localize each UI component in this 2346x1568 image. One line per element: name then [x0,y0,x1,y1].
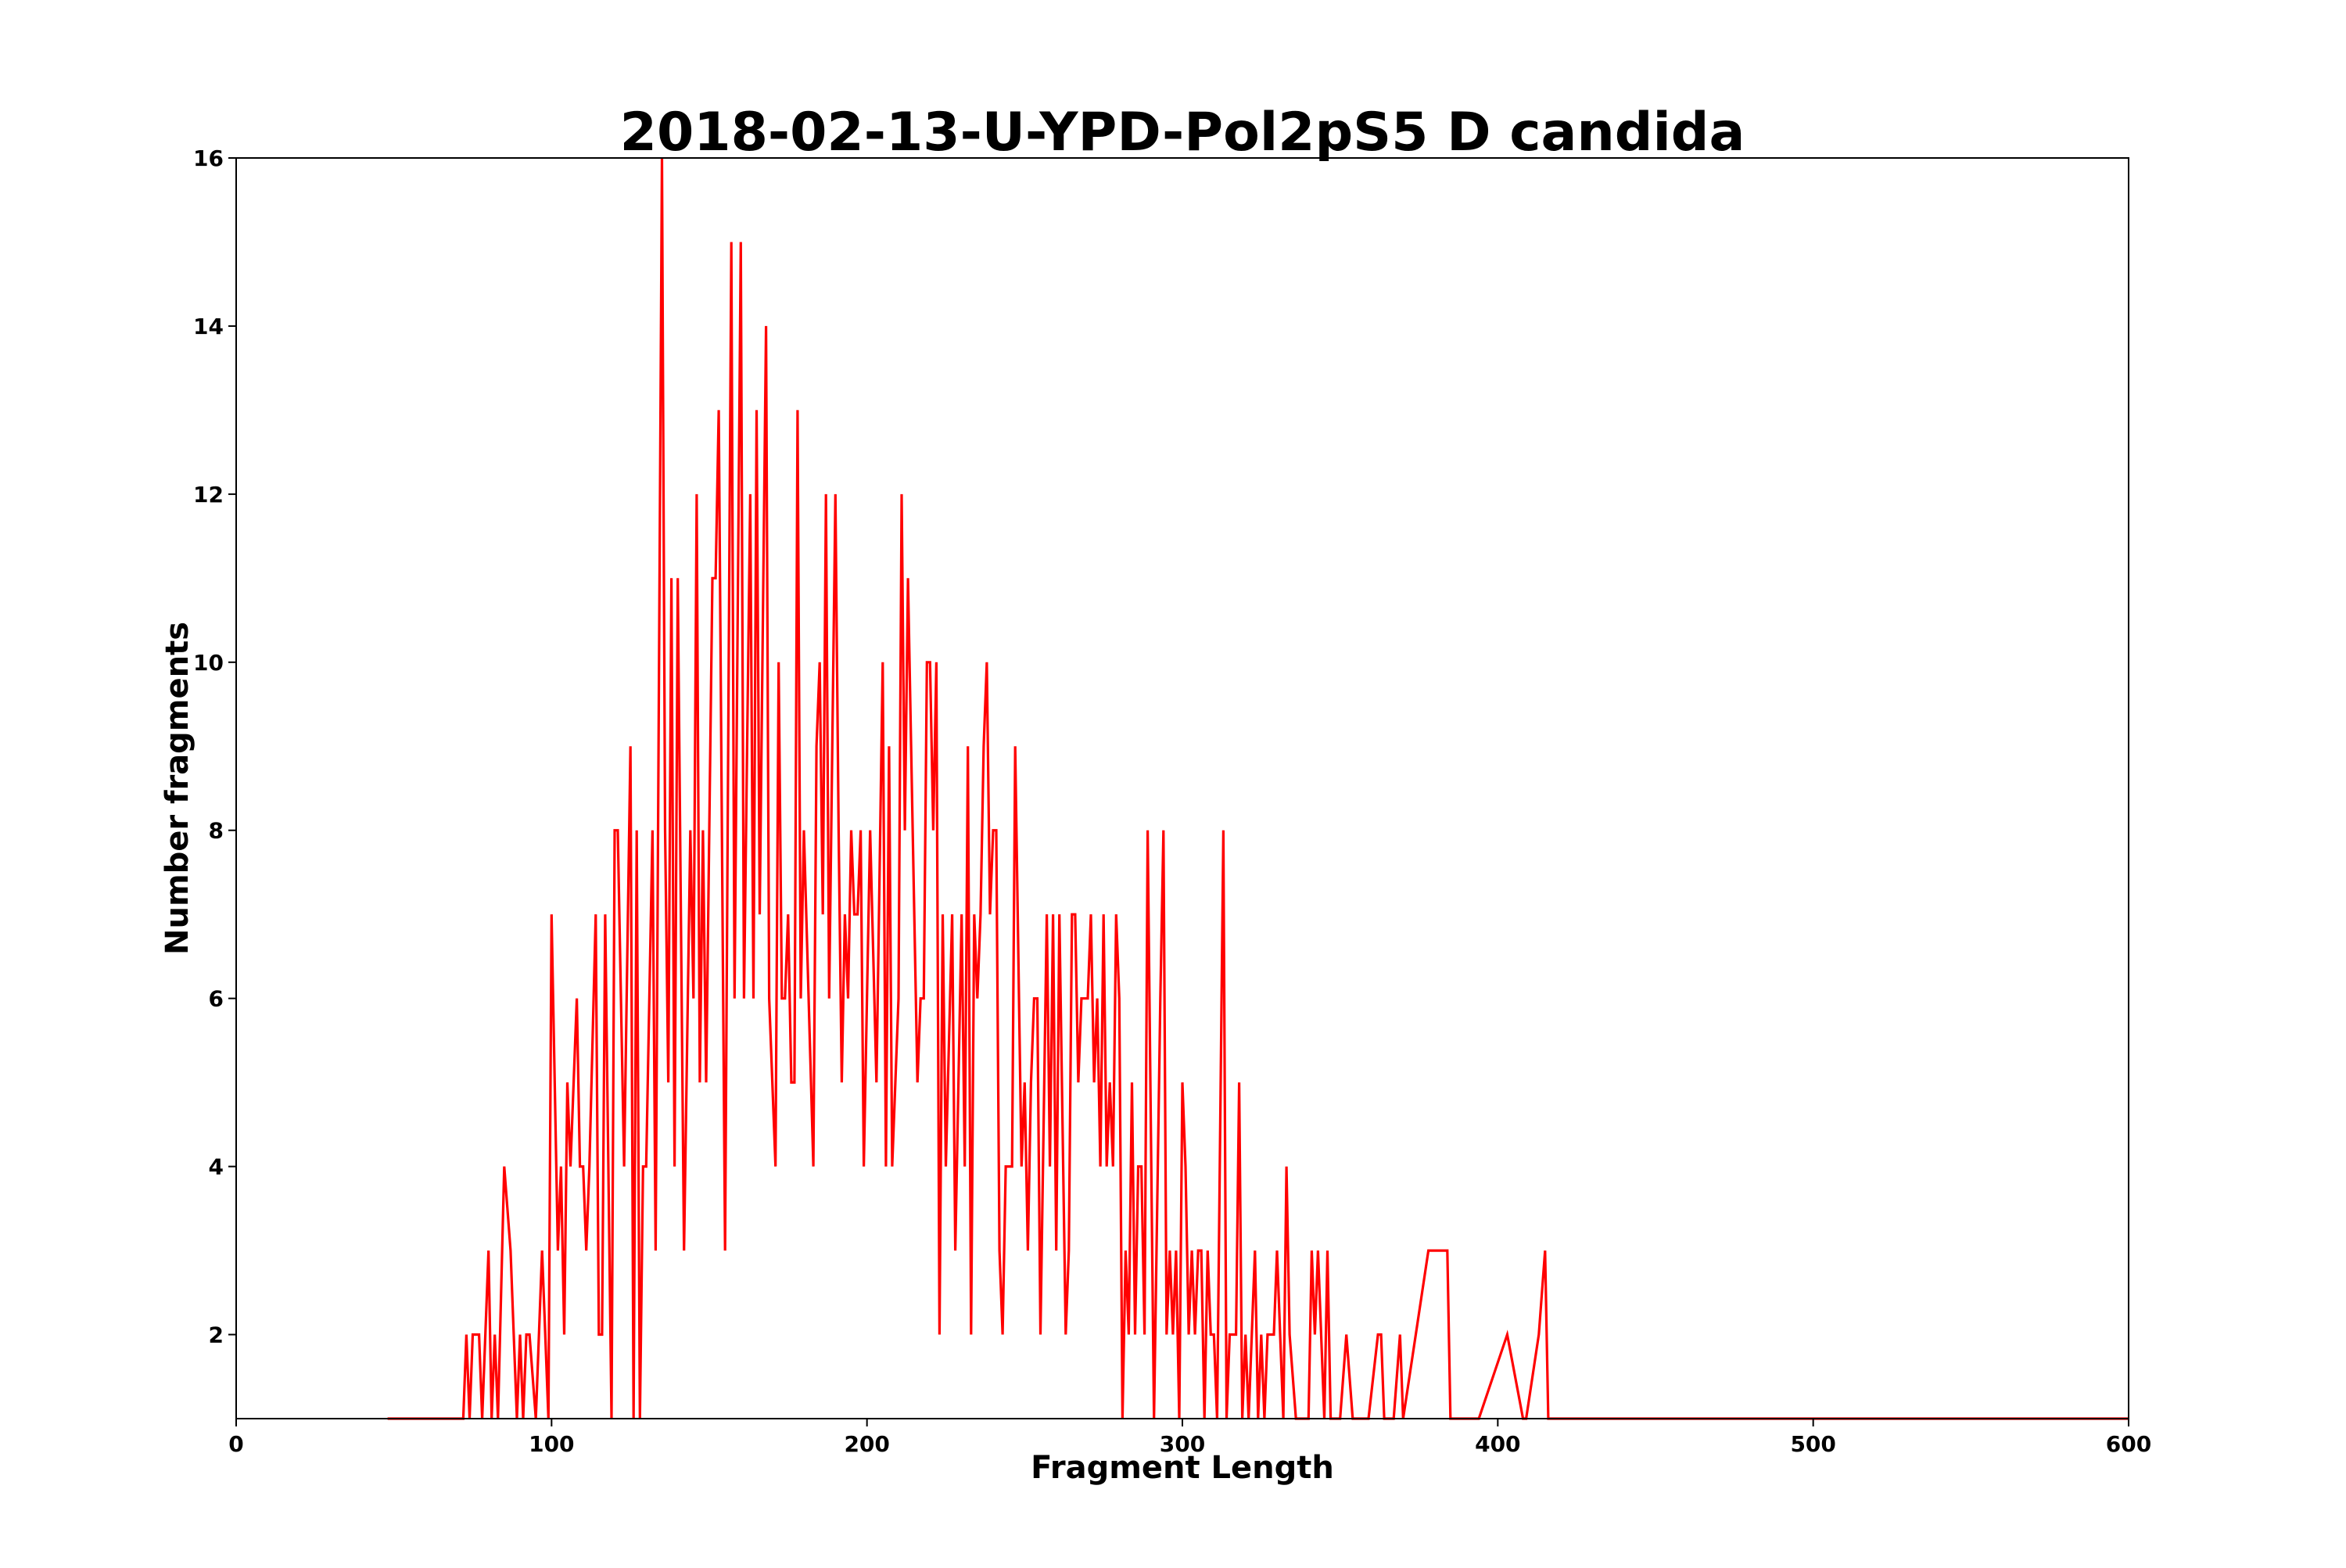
y-axis-label: Number fragments [160,622,196,955]
y-tick-label: 14 [193,314,224,339]
y-axis: 2 4 6 8 10 12 14 16 [193,145,236,1348]
x-tick-label: 600 [2106,1431,2151,1457]
x-tick-label: 200 [844,1431,889,1457]
x-tick-label: 500 [1790,1431,1835,1457]
y-tick-label: 8 [209,818,224,844]
y-tick-label: 6 [209,986,224,1012]
plot-frame [235,157,2129,1419]
series-line-0 [387,157,2129,1420]
x-axis-label: Fragment Length [1031,1450,1334,1486]
x-tick-label: 100 [529,1431,574,1457]
x-axis: 0 100 200 300 400 500 600 [228,1419,2151,1457]
x-tick-label: 300 [1160,1431,1205,1457]
chart-title: 2018-02-13-U-YPD-Pol2pS5 D candida [620,102,1745,163]
y-tick-label: 10 [193,650,224,676]
y-tick-label: 2 [209,1322,224,1348]
y-tick-label: 4 [209,1154,224,1180]
y-tick-label: 12 [193,482,224,508]
y-tick-label: 16 [193,145,224,171]
x-tick-label: 400 [1475,1431,1520,1457]
x-tick-label: 0 [228,1431,243,1457]
plot-area [235,157,2129,1420]
